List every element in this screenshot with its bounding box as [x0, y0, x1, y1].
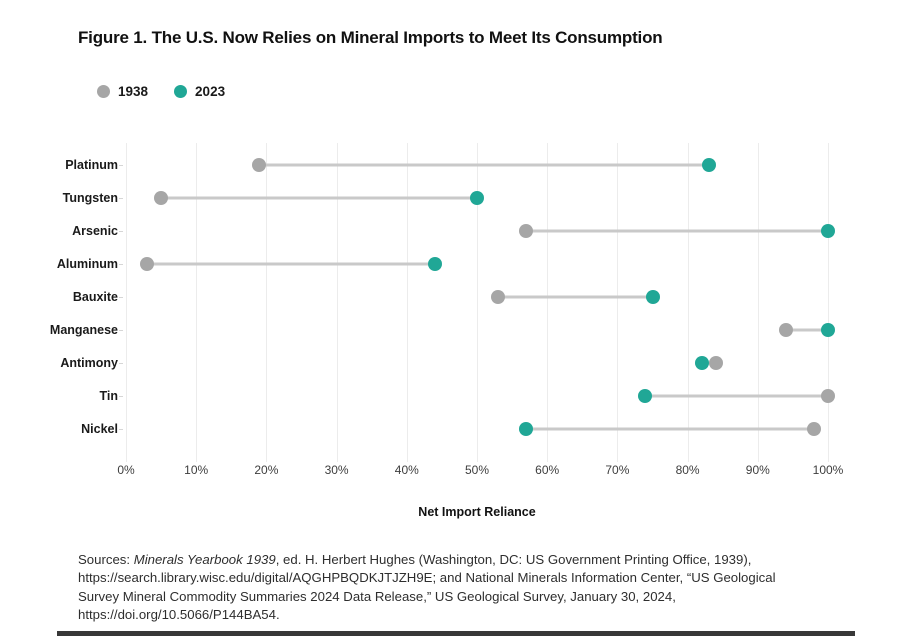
- gridline: [336, 143, 338, 462]
- dot-1938-bauxite: [491, 290, 506, 304]
- gridline: [406, 143, 408, 462]
- x-tick-label: 40%: [394, 463, 419, 477]
- gridline: [828, 143, 829, 462]
- dot-2023-nickel: [519, 422, 534, 436]
- x-tick-label: 60%: [535, 463, 560, 477]
- plot-area: 0% 10% 20% 30% 40% 50% 60% 70% 80% 90% 100% Platinu…: [50, 143, 843, 477]
- bottom-divider-bar: [57, 631, 855, 636]
- category-label-tin: Tin: [99, 389, 118, 403]
- source-note: Sources: Minerals Yearbook 1939, ed. H. …: [78, 551, 858, 625]
- x-tick-label: 30%: [324, 463, 349, 477]
- dot-1938-tin: [821, 389, 835, 403]
- connector-line: [526, 427, 814, 431]
- x-axis-title: Net Import Reliance: [418, 505, 536, 519]
- x-tick-label: 0%: [117, 463, 135, 477]
- gridline: [547, 143, 549, 462]
- dot-1938-tungsten: [154, 191, 169, 205]
- gridline: [477, 143, 478, 462]
- dot-1938-manganese: [778, 323, 793, 337]
- y-axis-tick: [119, 363, 123, 364]
- dot-1938-nickel: [806, 422, 821, 436]
- connector-line: [526, 229, 828, 233]
- source-line: Survey Mineral Commodity Summaries 2024 …: [78, 588, 676, 604]
- y-axis-tick: [119, 198, 123, 199]
- connector-line: [785, 328, 828, 332]
- source-work-title: Minerals Yearbook 1939: [133, 552, 276, 567]
- source-line: https://search.library.wisc.edu/digital/…: [78, 570, 776, 586]
- y-axis-tick: [119, 297, 123, 298]
- legend-entry-2023: 2023: [174, 84, 225, 99]
- dot-1938-aluminum: [140, 257, 155, 271]
- category-label-antimony: Antimony: [60, 356, 118, 370]
- y-axis-tick: [119, 330, 123, 331]
- dot-1938-antimony: [708, 356, 723, 370]
- gridline: [757, 143, 759, 462]
- y-axis-tick: [119, 264, 123, 265]
- x-tick-label: 100%: [812, 463, 844, 477]
- connector-line: [161, 196, 477, 200]
- legend-entry-1938: 1938: [97, 84, 148, 99]
- chart-legend: 1938 2023: [97, 84, 251, 99]
- category-label-arsenic: Arsenic: [72, 224, 118, 238]
- x-tick-label: 50%: [464, 463, 490, 477]
- connector-line: [259, 163, 709, 167]
- dot-2023-bauxite: [645, 290, 660, 304]
- connector-line: [701, 361, 716, 365]
- x-tick-label: 20%: [254, 463, 279, 477]
- connector-line: [147, 262, 435, 266]
- dot-2023-antimony: [694, 356, 709, 370]
- figure-title: Figure 1. The U.S. Now Relies on Mineral…: [78, 28, 663, 47]
- gridline: [687, 143, 689, 462]
- dot-1938-arsenic: [519, 224, 534, 238]
- legend-label-1938: 1938: [118, 84, 149, 99]
- gridline: [196, 143, 198, 462]
- dot-2023-manganese: [821, 323, 835, 337]
- category-label-platinum: Platinum: [65, 158, 118, 172]
- legend-label-2023: 2023: [195, 84, 226, 99]
- y-axis-tick: [119, 165, 123, 166]
- dot-2023-arsenic: [821, 224, 835, 238]
- dot-2023-aluminum: [427, 257, 442, 271]
- category-label-manganese: Manganese: [49, 323, 118, 337]
- x-tick-label: 10%: [184, 463, 209, 477]
- connector-line: [645, 394, 828, 398]
- category-label-aluminum: Aluminum: [56, 257, 118, 271]
- dot-2023-platinum: [701, 158, 716, 172]
- category-label-bauxite: Bauxite: [72, 290, 118, 304]
- gridline: [266, 143, 268, 462]
- category-label-tungsten: Tungsten: [62, 191, 118, 205]
- x-tick-label: 80%: [675, 463, 700, 477]
- dot-2023-tungsten: [470, 191, 484, 205]
- gridline: [617, 143, 619, 462]
- y-axis-tick: [119, 231, 123, 232]
- source-line: Sources: Minerals Yearbook 1939, ed. H. …: [78, 552, 752, 567]
- category-label-nickel: Nickel: [81, 422, 118, 436]
- y-axis-tick: [119, 429, 123, 430]
- legend-dot-1938-icon: [97, 85, 110, 98]
- source-line: https://doi.org/10.5066/P144BA54.: [78, 607, 280, 623]
- connector-line: [498, 295, 653, 299]
- legend-dot-2023-icon: [174, 85, 188, 98]
- x-tick-label: 90%: [745, 463, 770, 477]
- dot-1938-platinum: [252, 158, 267, 172]
- y-axis-tick: [119, 396, 123, 397]
- gridline: [126, 143, 127, 462]
- dot-2023-tin: [638, 389, 653, 403]
- x-tick-label: 70%: [605, 463, 630, 477]
